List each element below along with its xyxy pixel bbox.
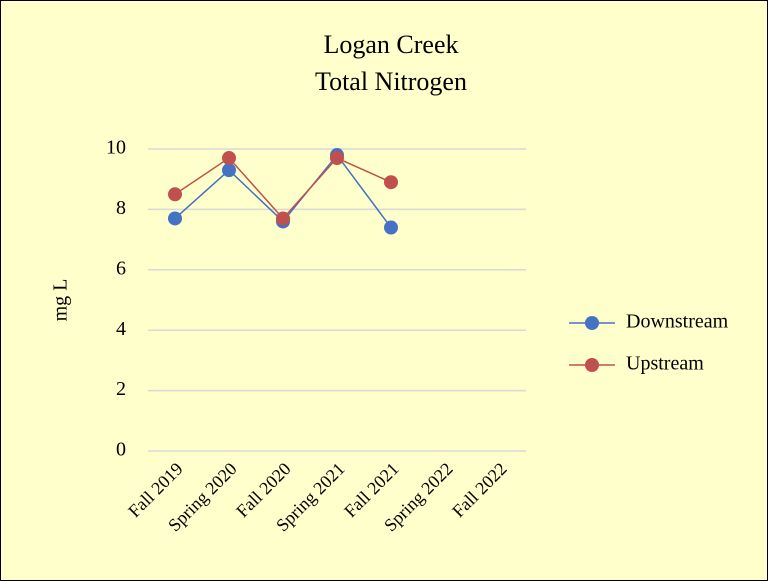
y-tick-label: 8 [116,197,126,219]
data-point [168,211,182,226]
legend-label: Downstream [626,311,729,333]
data-point [168,187,182,202]
chart-title: Total Nitrogen [315,67,467,96]
legend-label: Upstream [626,353,704,375]
data-point [384,175,398,190]
data-point [384,220,398,235]
legend-marker [585,358,599,372]
y-axis-label: mg L [50,279,72,322]
y-tick-label: 0 [116,439,126,461]
y-tick-label: 2 [116,378,126,400]
data-point [276,211,290,226]
y-tick-label: 4 [116,318,126,340]
y-tick-label: 10 [106,137,126,159]
data-point [330,151,344,166]
legend-marker [585,316,599,330]
y-tick-label: 6 [116,257,126,279]
data-point [222,151,236,166]
chart-title: Logan Creek [323,30,458,59]
data-point [222,163,236,178]
